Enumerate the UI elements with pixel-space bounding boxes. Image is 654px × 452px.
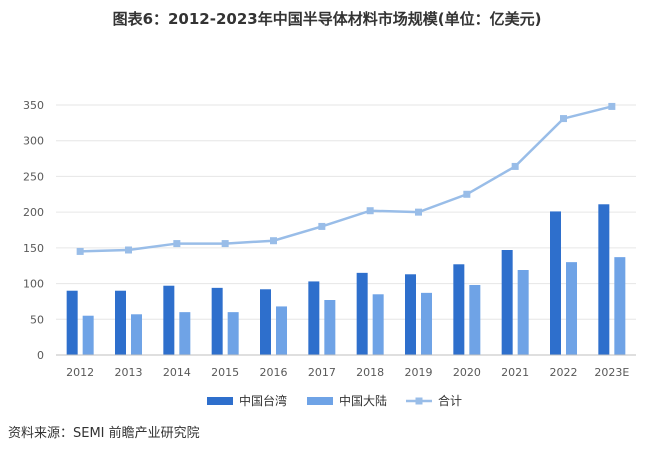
y-tick-label: 350 [23,99,44,112]
bar-taiwan [66,290,78,355]
y-tick-label: 250 [23,170,44,183]
axes: 0 50 100 150 200 250 300 350 2012 2013 2014 2015 201… [23,99,636,379]
x-tick-label: 2013 [115,366,143,379]
x-tick-label: 2021 [501,366,529,379]
total-line-point [366,207,374,215]
x-tick-label: 2017 [308,366,336,379]
x-tick-label: 2012 [66,366,94,379]
total-line-point [511,162,519,170]
bars [66,204,626,355]
x-tick-label: 2014 [163,366,191,379]
bar-mainland [517,270,529,355]
source-note: 资料来源：SEMI 前瞻产业研究院 [8,426,200,441]
total-line-point [560,115,567,123]
total-line-point [463,190,471,198]
y-tick-label: 300 [23,135,44,148]
bar-taiwan [211,287,223,355]
legend-total-label: 合计 [438,393,462,408]
bar-taiwan [308,281,320,355]
total-line-point [318,222,326,230]
bar-mainland [227,312,239,355]
bar-taiwan [598,204,610,355]
total-line-point [125,246,132,254]
bar-mainland [372,294,384,355]
x-tick-label: 2020 [453,366,481,379]
y-tick-label: 100 [23,278,44,291]
x-tick-label: 2018 [356,366,384,379]
x-tick-label: 2023E [594,366,629,379]
bar-taiwan [356,272,368,355]
bar-taiwan [115,290,126,355]
bar-taiwan [260,289,271,355]
bar-mainland [566,262,577,355]
total-line-point [76,247,84,255]
x-tick-label: 2019 [405,366,433,379]
bar-taiwan [405,274,416,355]
bar-mainland [421,292,432,355]
bar-taiwan [453,264,465,355]
bar-taiwan [550,211,561,355]
total-line-point [221,240,229,248]
bar-mainland [324,300,336,355]
y-tick-label: 200 [23,206,44,219]
bar-taiwan [163,285,175,355]
grid-lines [56,104,636,320]
bar-mainland [276,306,287,355]
y-tick-label: 150 [23,242,44,255]
x-tick-label: 2022 [550,366,578,379]
total-line-point [173,240,181,248]
legend: 中国台湾 中国大陆 合计 [207,393,462,408]
total-line-point [415,208,422,216]
total-line-point [270,237,277,245]
bar-taiwan [501,250,513,355]
total-line-path [80,105,613,253]
chart-title: 图表6：2012-2023年中国半导体材料市场规模(单位：亿美元) [112,10,542,28]
legend-taiwan-swatch [207,397,233,405]
legend-taiwan-label: 中国台湾 [239,393,287,408]
bar-mainland [131,314,142,355]
bar-mainland [469,285,481,355]
bar-mainland [82,315,94,355]
total-line [76,102,616,255]
legend-mainland-swatch [307,397,333,405]
x-tick-label: 2016 [260,366,288,379]
legend-mainland-label: 中国大陆 [339,393,387,408]
bar-mainland [614,257,626,355]
y-tick-label: 0 [37,349,44,362]
bar-mainland [179,312,191,355]
total-line-point [608,102,616,110]
x-tick-label: 2015 [211,366,239,379]
legend-total-marker [415,397,423,405]
y-tick-label: 50 [30,313,44,326]
